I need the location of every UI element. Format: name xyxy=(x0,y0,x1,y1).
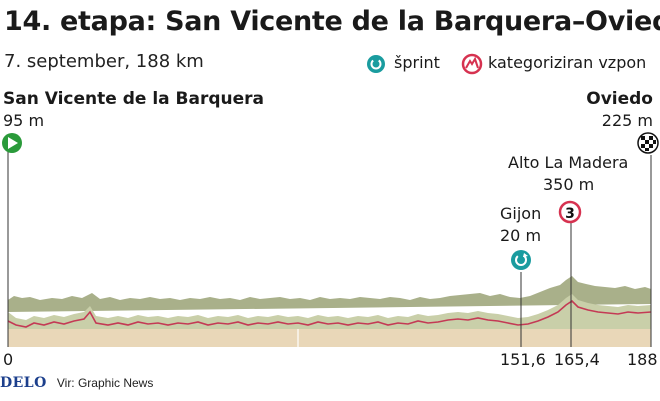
source-credit: Vir: Graphic News xyxy=(56,376,154,390)
legend-climb: kategoriziran vzpon xyxy=(462,53,646,72)
stage-subtitle: 7. september, 188 km xyxy=(4,51,204,72)
start-location-name: San Vicente de la Barquera xyxy=(3,89,265,109)
climb-category-icon: 3 xyxy=(558,200,582,224)
legend-climb-icon xyxy=(461,53,483,75)
legend-sprint-label: šprint xyxy=(394,53,440,72)
finish-altitude: 225 m xyxy=(601,111,653,130)
terrain-base xyxy=(8,326,651,347)
km-label-climb: 165,4 xyxy=(554,350,600,369)
publisher-logo: DELO xyxy=(0,375,47,391)
legend-sprint: šprint xyxy=(366,53,440,72)
climb-altitude: 350 m xyxy=(543,175,595,194)
route-line xyxy=(7,299,652,328)
legend-climb-label: kategoriziran vzpon xyxy=(488,53,647,72)
sprint-altitude: 20 m xyxy=(500,226,542,245)
profile-top-face xyxy=(8,276,651,312)
sprint-name: Gijon xyxy=(500,204,542,223)
start-altitude: 95 m xyxy=(3,111,45,130)
checkered-flag-icon xyxy=(637,132,659,154)
page-title: 14. etapa: San Vicente de la Barquera–Ov… xyxy=(4,6,660,37)
finish-location-name: Oviedo xyxy=(586,89,653,109)
legend-sprint-icon xyxy=(367,55,385,73)
footer: DELO Vir: Graphic News xyxy=(0,375,153,391)
km-label-sprint: 151,6 xyxy=(500,350,546,369)
start-play-icon xyxy=(2,133,22,153)
km-label-finish: 188 xyxy=(627,350,658,369)
climb-category-label: 3 xyxy=(565,206,575,222)
sprint-icon xyxy=(511,250,531,270)
climb-name: Alto La Madera xyxy=(508,153,629,172)
km-label-start: 0 xyxy=(3,350,14,369)
